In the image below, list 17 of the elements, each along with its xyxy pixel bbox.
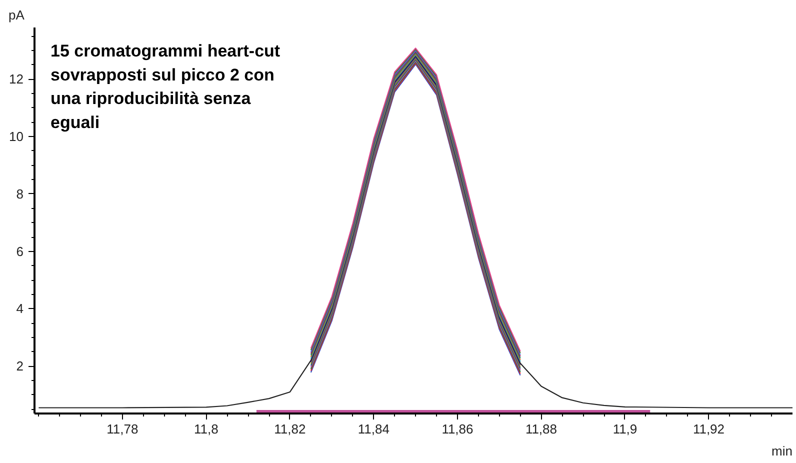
x-tick-label: 11,78 <box>106 422 138 436</box>
y-axis-title: pA <box>8 8 25 22</box>
y-tick-label: 8 <box>16 186 24 202</box>
x-tick-label: 11,86 <box>442 422 474 436</box>
y-tick-label: 4 <box>16 301 24 316</box>
x-tick-label: 11,9 <box>612 422 638 436</box>
y-tick-label: 6 <box>16 244 24 259</box>
annotation: 15 cromatogrammi heart-cut sovrapposti sul picco 2 con una riproducibilità senza eguali <box>50 42 280 132</box>
x-tick-label: 11,8 <box>194 422 218 436</box>
x-tick-label: 11,92 <box>692 422 725 436</box>
x-tick-label: 11,88 <box>525 422 558 436</box>
y-tick-label: 12 <box>9 72 24 87</box>
x-tick-label: 11,84 <box>358 422 390 436</box>
y-tick-label: 10 <box>9 129 24 144</box>
x-axis-title: min <box>772 444 793 458</box>
x-tick-label: 11,82 <box>274 422 306 436</box>
y-tick-label: 2 <box>16 358 24 374</box>
